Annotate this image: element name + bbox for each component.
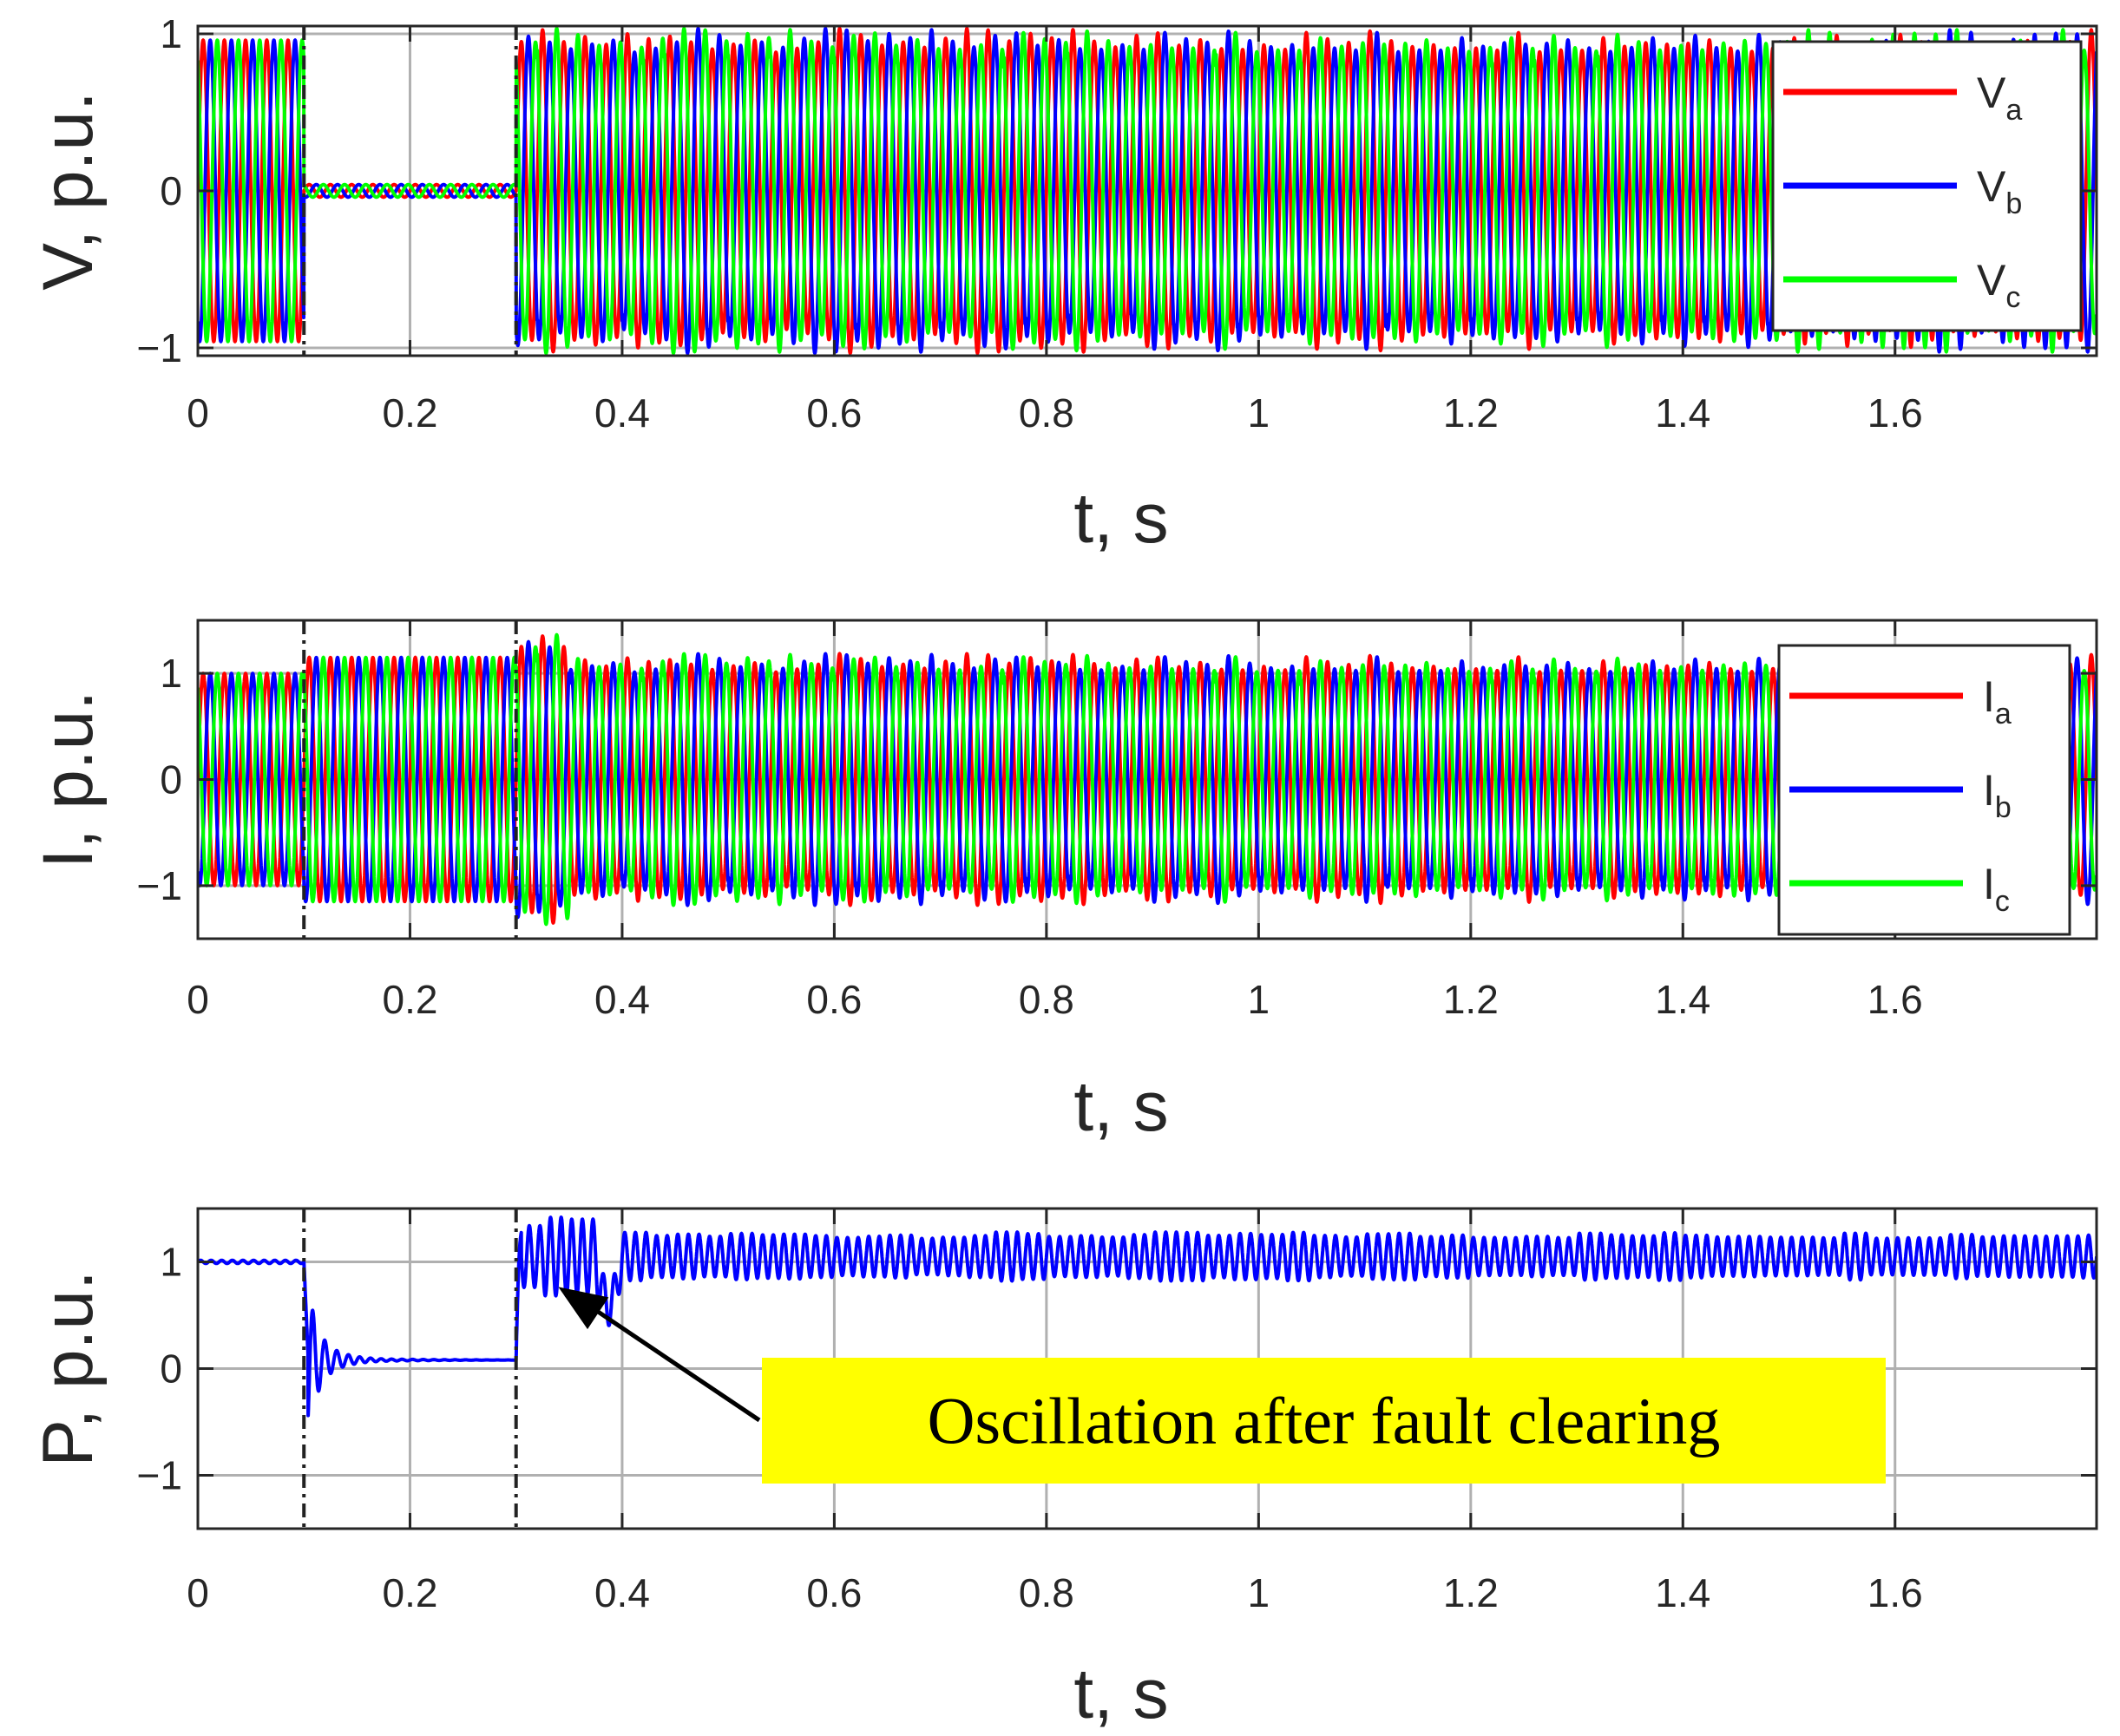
legend-subscript: b [2005, 187, 2022, 220]
xtick-label: 0.6 [806, 977, 862, 1022]
xtick-label: 1.6 [1867, 977, 1923, 1022]
annotation-arrow-line [582, 1300, 761, 1423]
y-axis-label: I, p.u. [29, 691, 108, 868]
legend-entry-0: Va [1977, 69, 2022, 127]
annotation-box [762, 1358, 1886, 1484]
legend-name: I [1983, 860, 1995, 908]
legend-name: V [1977, 69, 2006, 117]
y-axis-label: P, p.u. [29, 1270, 108, 1466]
x-axis-label: t, s [1073, 479, 1168, 558]
legend-name: V [1977, 162, 2006, 211]
xtick-label: 0.4 [594, 977, 650, 1022]
ytick-label: 1 [160, 651, 182, 696]
xtick-label: 1.4 [1655, 390, 1710, 436]
xtick-label: 1.2 [1443, 1570, 1499, 1615]
ytick-label: −1 [137, 1453, 182, 1498]
legend-entry-1: Ib [1983, 766, 2012, 824]
annotation-arrow-head [558, 1287, 609, 1330]
xtick-label: 1 [1248, 390, 1270, 436]
xtick-label: 0.4 [594, 1570, 650, 1615]
xtick-label: 0 [187, 1570, 209, 1615]
legend-subscript: a [1995, 698, 2012, 730]
xtick-label: 1 [1248, 1570, 1270, 1615]
ytick-label: 0 [160, 1346, 182, 1392]
series-group [198, 1215, 2097, 1418]
xtick-label: 0.2 [382, 1570, 437, 1615]
series-p [198, 1215, 2097, 1418]
panel-power: 0 0.2 0.4 0.6 0.8 1 1.2 1.4 1.6 −1 0 1 t, s P, p.u. Os… [29, 1207, 2098, 1733]
legend-subscript: c [1995, 885, 2010, 918]
annotation-text: Oscillation after fault clearing [928, 1386, 1721, 1458]
xtick-label: 1.4 [1655, 977, 1710, 1022]
ytick-label: 1 [160, 11, 182, 56]
xtick-label: 0.2 [382, 977, 437, 1022]
panel-current: 0 0.2 0.4 0.6 0.8 1 1.2 1.4 1.6 −1 0 1 t, s I, p.u. Ia… [29, 619, 2098, 1146]
legend-name: V [1977, 256, 2006, 305]
legend-subscript: c [2005, 281, 2020, 314]
xtick-label: 0.4 [594, 390, 650, 436]
ytick-label: 0 [160, 757, 182, 802]
legend-entry-2: Ic [1983, 860, 2010, 918]
legend-subscript: b [1995, 791, 2012, 824]
legend-name: I [1983, 766, 1995, 815]
xtick-label: 0.8 [1019, 390, 1074, 436]
legend-entry-0: Ia [1983, 672, 2012, 730]
xtick-label: 1.2 [1443, 390, 1499, 436]
xtick-label: 0 [187, 390, 209, 436]
ytick-label: 1 [160, 1240, 182, 1285]
legend-entry-1: Vb [1977, 162, 2022, 220]
ytick-label: −1 [137, 863, 182, 908]
legend-name: I [1983, 672, 1995, 721]
xtick-label: 1 [1248, 977, 1270, 1022]
xtick-label: 1.6 [1867, 390, 1923, 436]
xtick-label: 0.2 [382, 390, 437, 436]
xtick-label: 1.2 [1443, 977, 1499, 1022]
annotation: Oscillation after fault clearing [558, 1287, 1886, 1484]
x-axis-label: t, s [1073, 1654, 1168, 1733]
legend-subscript: a [2005, 94, 2022, 127]
y-axis-label: V, p.u. [29, 91, 108, 291]
ytick-label: 0 [160, 168, 182, 213]
xtick-label: 1.6 [1867, 1570, 1923, 1615]
xtick-label: 0.6 [806, 390, 862, 436]
xtick-label: 0.8 [1019, 1570, 1074, 1615]
xtick-label: 0 [187, 977, 209, 1022]
xtick-label: 1.4 [1655, 1570, 1710, 1615]
xtick-label: 0.8 [1019, 977, 1074, 1022]
ytick-label: −1 [137, 325, 182, 370]
x-axis-label: t, s [1073, 1067, 1168, 1146]
legend-entry-2: Vc [1977, 256, 2020, 314]
xtick-label: 0.6 [806, 1570, 862, 1615]
